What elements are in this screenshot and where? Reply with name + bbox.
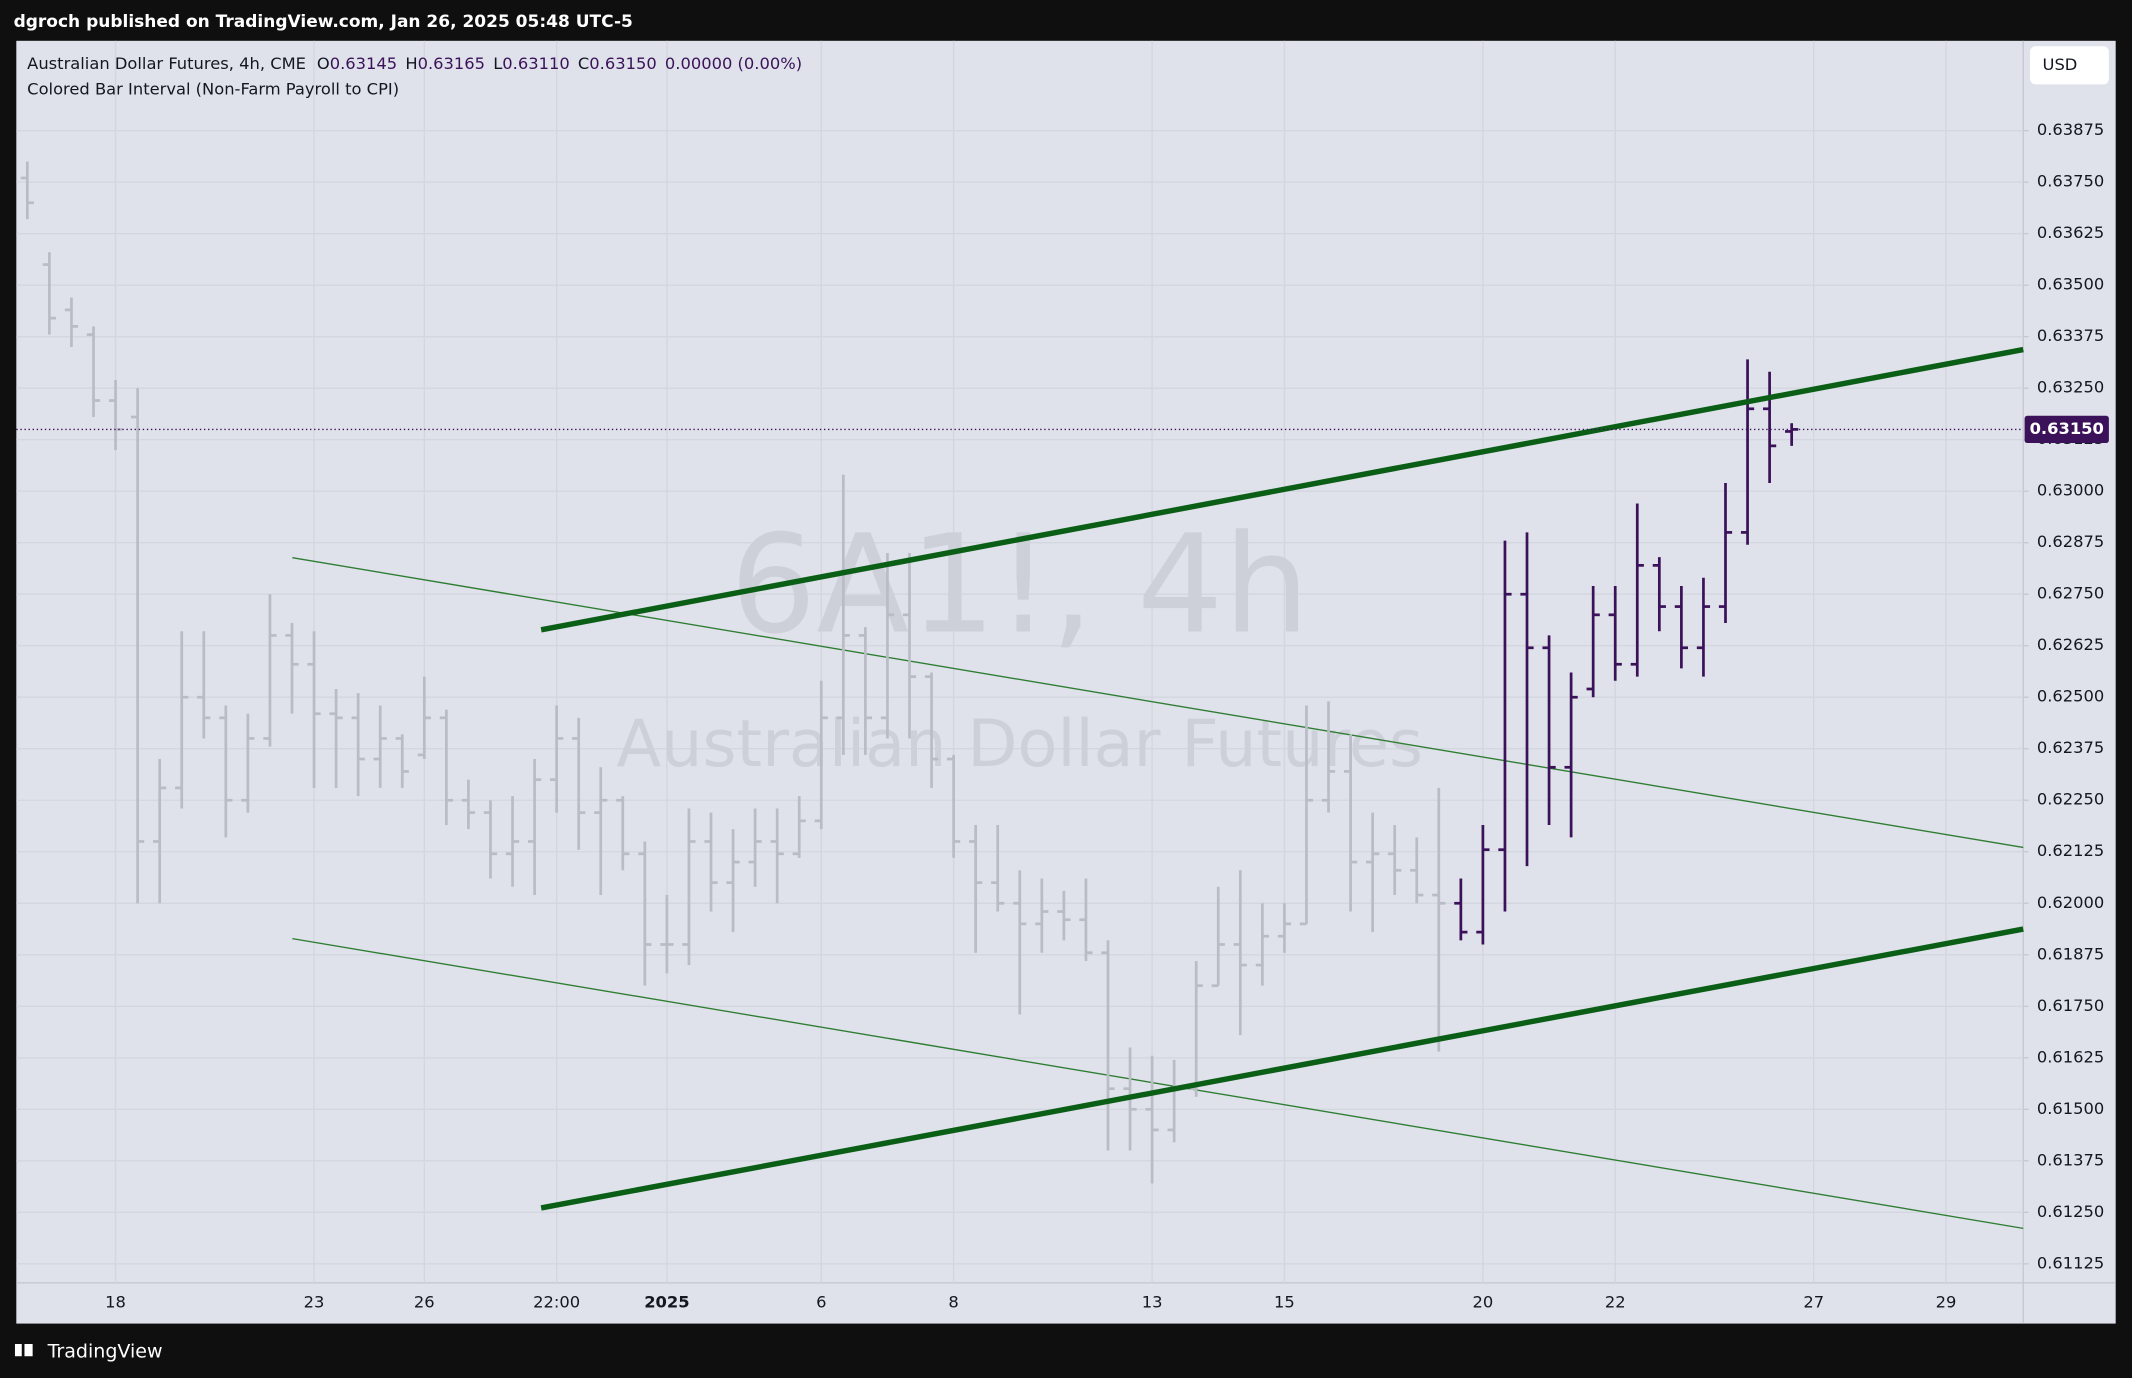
brand: TradingView <box>14 1341 163 1363</box>
x-tick-label: 22:00 <box>533 1293 580 1312</box>
y-tick-label: 0.63625 <box>2037 223 2104 242</box>
x-tick-label: 13 <box>1142 1293 1163 1312</box>
y-tick-label: 0.62875 <box>2037 532 2104 551</box>
change: 0.00000 (0.00%) <box>665 53 802 72</box>
x-tick-label: 23 <box>304 1293 325 1312</box>
symbol-title: Australian Dollar Futures, 4h, CME <box>27 53 306 72</box>
indicator-name: Colored Bar Interval (Non-Farm Payroll t… <box>27 79 399 98</box>
legend-line: Australian Dollar Futures, 4h, CME O0.631… <box>27 53 802 72</box>
ohlc-value: 0.63110 <box>502 53 569 72</box>
currency[interactable]: USD <box>2043 55 2078 74</box>
watermark: 6A1!, 4h <box>730 507 1310 665</box>
x-tick-label: 29 <box>1936 1293 1957 1312</box>
y-tick-label: 0.62500 <box>2037 687 2104 706</box>
y-tick-label: 0.63375 <box>2037 326 2104 345</box>
watermark-subtitle: Australian Dollar Futures <box>617 706 1424 782</box>
publisher-line: dgroch published on TradingView.com, Jan… <box>14 12 633 32</box>
last-price-box <box>2024 415 2109 443</box>
trend-line-thin <box>292 557 2024 849</box>
x-tick-label: 6 <box>816 1293 826 1312</box>
ohlc-key: C <box>578 53 589 72</box>
x-tick-label: 22 <box>1605 1293 1626 1312</box>
ohlc-value: 0.63150 <box>589 53 656 72</box>
currency-button[interactable] <box>2030 46 2109 85</box>
x-tick-label: 15 <box>1274 1293 1295 1312</box>
x-tick-label: 26 <box>414 1293 435 1312</box>
trend-line-thick <box>540 346 2024 633</box>
brand-name: TradingView <box>47 1341 163 1363</box>
trend-line-thin <box>292 937 2024 1230</box>
y-tick-label: 0.62250 <box>2037 790 2104 809</box>
y-tick-label: 0.61500 <box>2037 1099 2104 1118</box>
x-tick-label: 20 <box>1473 1293 1494 1312</box>
y-tick-label: 0.62000 <box>2037 893 2104 912</box>
logo <box>14 1343 22 1357</box>
ohlc-key: O <box>317 53 330 72</box>
ohlc-values: O0.63145 H0.63165 L0.63110 C0.63150 <box>317 53 657 72</box>
y-tick-label: 0.63750 <box>2037 172 2104 191</box>
axes: 0.61125 0.61250 0.61375 0.61500 0.61625 0.617… <box>16 120 2109 1312</box>
y-tick-label: 0.62625 <box>2037 635 2104 654</box>
x-tick-label: 8 <box>948 1293 958 1312</box>
ohlc-key: H <box>405 53 417 72</box>
y-tick-label: 0.61125 <box>2037 1253 2104 1272</box>
y-tick-label: 0.63875 <box>2037 120 2104 139</box>
y-tick-label: 0.63000 <box>2037 481 2104 500</box>
y-tick-label: 0.62375 <box>2037 738 2104 757</box>
y-tick-label: 0.62125 <box>2037 841 2104 860</box>
last-price-label: 0.63150 <box>2030 419 2104 438</box>
y-tick-label: 0.61625 <box>2037 1047 2104 1066</box>
y-tick-label: 0.63250 <box>2037 378 2104 397</box>
bars <box>20 161 1799 1184</box>
y-tick-label: 0.61750 <box>2037 996 2104 1015</box>
x-tick-label: 18 <box>105 1293 126 1312</box>
y-tick-label: 0.61375 <box>2037 1150 2104 1169</box>
y-tick-label: 0.61875 <box>2037 944 2104 963</box>
trend-line-thick <box>540 926 2024 1211</box>
x-tick-label: 27 <box>1803 1293 1824 1312</box>
ohlc-value: 0.63165 <box>418 53 485 72</box>
logo <box>24 1343 33 1357</box>
y-tick-label: 0.61250 <box>2037 1202 2104 1221</box>
y-tick-label: 0.62750 <box>2037 584 2104 603</box>
ohlc-value: 0.63145 <box>330 53 397 72</box>
x-tick-label: 2025 <box>644 1293 689 1312</box>
ohlc-key: L <box>493 53 502 72</box>
y-tick-label: 0.63500 <box>2037 275 2104 294</box>
